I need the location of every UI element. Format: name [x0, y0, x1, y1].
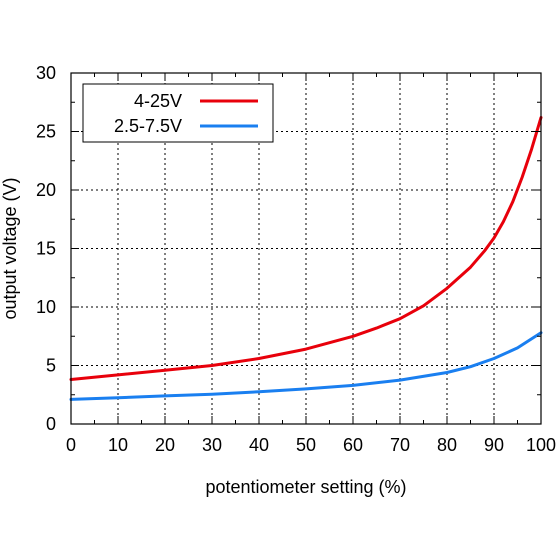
y-tick-label: 20	[36, 180, 56, 200]
y-tick-label: 0	[46, 414, 56, 434]
y-tick-label: 10	[36, 297, 56, 317]
x-tick-label: 90	[484, 435, 504, 455]
x-tick-label: 20	[155, 435, 175, 455]
x-tick-label: 40	[249, 435, 269, 455]
legend-label-2-5-7-5v: 2.5-7.5V	[114, 116, 182, 136]
series-line-2-5-7-5v	[69, 331, 543, 401]
y-tick-label: 5	[46, 356, 56, 376]
x-tick-label: 50	[296, 435, 316, 455]
y-axis-title: output voltage (V)	[0, 177, 20, 319]
x-tick-label: 60	[343, 435, 363, 455]
x-tick-label: 10	[108, 435, 128, 455]
x-tick-label: 0	[66, 435, 76, 455]
x-tick-label: 70	[390, 435, 410, 455]
grid	[71, 73, 541, 424]
legend-box	[82, 83, 274, 143]
legend-label-4-25v: 4-25V	[134, 91, 182, 111]
x-tick-label: 80	[437, 435, 457, 455]
axis-ticks: 0 10 20 30 40 50 60 70 80 90 100 0 5 10 15 20 25 30	[36, 63, 556, 455]
series-lines	[69, 116, 543, 401]
x-tick-label: 100	[526, 435, 556, 455]
y-tick-label: 15	[36, 239, 56, 259]
y-tick-label: 25	[36, 122, 56, 142]
x-tick-label: 30	[202, 435, 222, 455]
legend: 4-25V 2.5-7.5V	[82, 83, 274, 143]
series-line-4-25v	[69, 116, 543, 381]
y-tick-label: 30	[36, 63, 56, 83]
x-axis-title: potentiometer setting (%)	[205, 477, 406, 497]
